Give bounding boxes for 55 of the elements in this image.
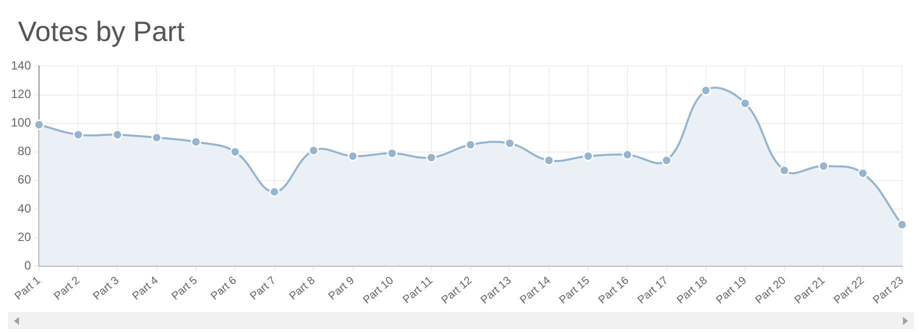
y-tick-label: 100 — [10, 116, 32, 130]
x-tick-label: Part 22 — [832, 274, 867, 307]
y-tick-label: 0 — [24, 258, 32, 272]
x-tick-label: Part 10 — [361, 274, 396, 307]
chart-title: Votes by Part — [17, 15, 186, 49]
x-tick-label: Part 21 — [792, 274, 828, 307]
point — [700, 85, 712, 96]
point — [779, 165, 790, 176]
y-tick-label: 40 — [18, 201, 32, 216]
point — [308, 145, 319, 156]
point — [73, 129, 84, 140]
point — [740, 98, 750, 109]
x-tick-label: Part 7 — [248, 274, 278, 303]
y-tick-label: 20 — [18, 230, 32, 244]
x-tick-label: Part 12 — [440, 274, 474, 307]
point — [34, 119, 44, 130]
point — [582, 150, 594, 162]
x-tick-label: Part 3 — [91, 274, 122, 303]
point — [504, 138, 515, 149]
point — [112, 129, 123, 140]
y-tick-label: 140 — [10, 58, 32, 73]
x-tick-label: Part 9 — [326, 274, 357, 303]
y-tick-label: 80 — [18, 144, 32, 158]
x-tick-label: Part 4 — [130, 274, 161, 303]
x-tick-label: Part 8 — [287, 274, 318, 303]
x-tick-label: Part 17 — [636, 274, 671, 307]
x-tick-label: Part 20 — [753, 274, 788, 307]
point — [190, 136, 202, 148]
point — [896, 219, 908, 230]
x-tick-label: Part 16 — [596, 274, 632, 307]
x-tick-label: Part 15 — [557, 274, 592, 307]
point — [151, 132, 162, 143]
point — [230, 146, 240, 158]
point — [622, 149, 633, 160]
x-tick-label: Part 11 — [400, 274, 436, 306]
x-tick-label: Part 13 — [478, 274, 514, 307]
point — [661, 155, 672, 166]
point — [818, 160, 829, 172]
point — [426, 152, 437, 163]
x-tick-label: Part 2 — [52, 274, 82, 303]
point — [465, 139, 476, 150]
x-tick-label: Part 1 — [12, 274, 43, 303]
x-tick-label: Part 5 — [170, 274, 200, 303]
point — [544, 155, 554, 166]
point — [269, 186, 280, 198]
y-tick-label: 60 — [18, 172, 32, 187]
x-tick-label: Part 19 — [714, 274, 749, 307]
y-tick-label: 120 — [10, 87, 32, 102]
point — [348, 150, 358, 162]
x-tick-label: Part 6 — [208, 274, 240, 303]
x-tick-label: Part 18 — [674, 274, 710, 307]
x-tick-label: Part 14 — [518, 274, 553, 307]
point — [386, 148, 398, 159]
point — [858, 168, 868, 179]
x-tick-label: Part 23 — [870, 274, 906, 307]
